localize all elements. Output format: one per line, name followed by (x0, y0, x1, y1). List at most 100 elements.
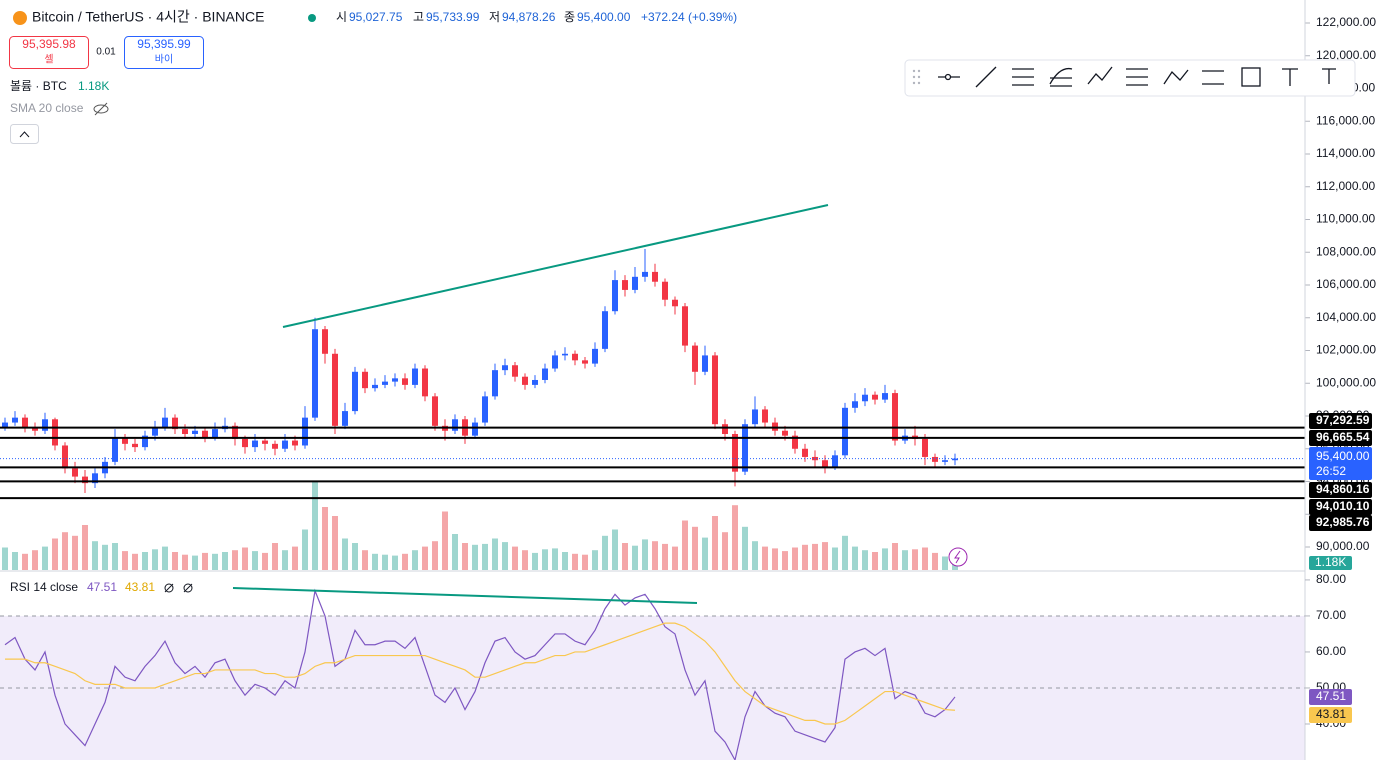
rsi-icons[interactable] (164, 583, 193, 593)
volume-bar (112, 543, 118, 570)
last-price-bg (1309, 447, 1372, 480)
candle-body (412, 368, 418, 385)
trend-line[interactable] (282, 204, 829, 328)
volume-bar (132, 553, 138, 570)
alert-icon[interactable] (948, 547, 968, 567)
candle-body (742, 424, 748, 472)
volume-bar (12, 552, 18, 570)
candle-body (32, 427, 38, 431)
level-label-bg (1309, 482, 1372, 498)
volume-bar (222, 552, 228, 570)
volume-bar (332, 516, 338, 570)
buy-button[interactable] (124, 36, 204, 69)
candle-body (382, 381, 388, 385)
candle-body (952, 458, 958, 461)
candle-body (282, 440, 288, 449)
y-tick-label: 102,000.00 (1316, 343, 1376, 357)
open-value: 95,027.75 (349, 10, 403, 24)
candle-body (2, 422, 8, 428)
buy-price: 95,395.99 (137, 37, 191, 51)
sell-label: 셀 (44, 54, 53, 66)
tool-horizontal-ray[interactable] (938, 73, 960, 81)
candle-body (702, 355, 708, 372)
volume-bar (562, 552, 568, 570)
candle-body (452, 419, 458, 431)
candle-body (822, 460, 828, 467)
volume-bar (782, 551, 788, 570)
y-tick-label: 70.00 (1316, 608, 1346, 622)
close-label: 종 (564, 10, 575, 24)
candle-body (642, 271, 648, 277)
toolbar-grip[interactable] (912, 69, 921, 85)
volume-bar (192, 555, 198, 570)
candle-body (662, 281, 668, 300)
level-label: 97,292.59 (1316, 413, 1370, 427)
volume-bar (412, 550, 418, 570)
symbol[interactable]: Bitcoin / TetherUS · 4시간 · BINANCE (32, 9, 264, 25)
candle-body (832, 455, 838, 467)
candle-body (932, 456, 938, 462)
sell-button[interactable] (9, 36, 89, 69)
sma-legend: SMA 20 close (10, 101, 84, 115)
tool-text-anchor[interactable] (1322, 68, 1336, 84)
volume-bar (342, 538, 348, 570)
tool-trend-line[interactable] (975, 66, 997, 88)
price-axis: 90,000.0092,000.0094,000.0096,000.0098,0… (1305, 15, 1376, 730)
candle-body (172, 417, 178, 430)
symbol-icon (13, 11, 27, 25)
volume-bar (612, 529, 618, 570)
candle-body (422, 368, 428, 397)
candle-body (592, 348, 598, 364)
tool-wave[interactable] (1087, 66, 1113, 85)
candle-body (512, 365, 518, 377)
volume-bar (922, 547, 928, 570)
volume-bar (832, 547, 838, 570)
volume-bar (302, 529, 308, 570)
volume-bar (722, 532, 728, 570)
volume-bar (312, 481, 318, 570)
candle-body (572, 353, 578, 361)
level-label-bg (1309, 430, 1372, 446)
candle-body (82, 476, 88, 484)
volume-bar (42, 546, 48, 570)
volume-bar (232, 550, 238, 570)
tool-rectangle[interactable] (1241, 67, 1261, 87)
candles (2, 248, 958, 493)
tool-range[interactable] (1202, 70, 1224, 85)
trend-line[interactable] (232, 587, 698, 604)
tool-text[interactable] (1282, 68, 1298, 86)
tool-pattern[interactable] (1163, 69, 1189, 85)
candle-body (542, 368, 548, 380)
tool-parallel-channel[interactable] (1012, 68, 1034, 86)
candle-body (632, 276, 638, 290)
volume-bar (282, 550, 288, 570)
candle-body (112, 437, 118, 462)
volume-bar (552, 548, 558, 570)
candle-body (232, 425, 238, 439)
candle-body (682, 306, 688, 346)
candle-body (472, 422, 478, 436)
candle-body (602, 311, 608, 349)
eye-off-icon[interactable] (93, 102, 109, 116)
y-tick-label: 106,000.00 (1316, 277, 1376, 291)
candle-body (782, 430, 788, 436)
rsi-label-bg (1309, 707, 1352, 723)
y-tick-label: 120,000.00 (1316, 48, 1376, 62)
volume-bar (22, 553, 28, 570)
y-tick-label: 112,000.00 (1316, 179, 1375, 193)
volume-bar (942, 556, 948, 570)
candle-body (892, 393, 898, 441)
tool-pitchfork[interactable] (1049, 67, 1073, 87)
collapse-button[interactable] (10, 124, 39, 144)
volume-bar (542, 549, 548, 570)
candle-body (12, 417, 18, 423)
tool-fib[interactable] (1126, 68, 1148, 86)
candle-body (262, 440, 268, 444)
volume-bar (812, 543, 818, 570)
rsi-value: 47.51 (87, 580, 117, 594)
candle-body (502, 365, 508, 371)
candle-body (802, 448, 808, 457)
volume (2, 481, 958, 570)
candle-body (42, 419, 48, 431)
